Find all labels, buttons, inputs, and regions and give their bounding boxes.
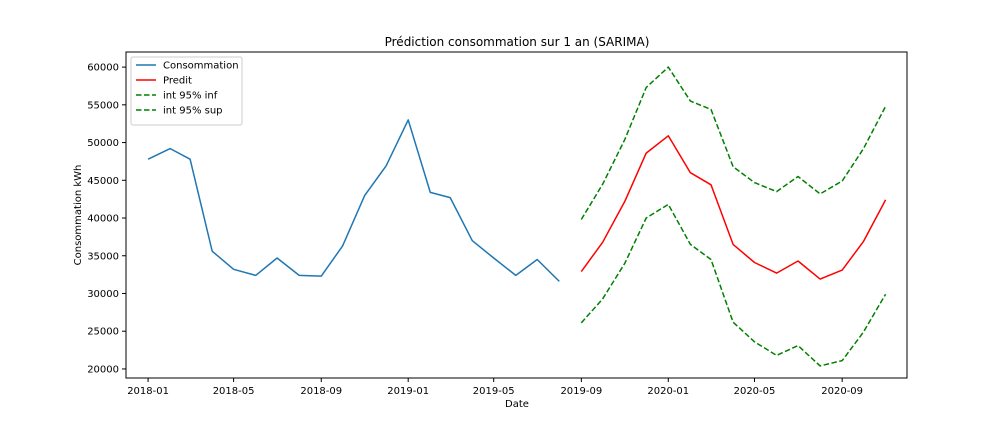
plot-frame — [125, 51, 908, 379]
y-axis-label: Consommation kWh — [73, 165, 84, 266]
x-tick-label-8: 2020-09 — [821, 386, 863, 397]
x-tick-label-3: 2019-01 — [387, 386, 429, 397]
legend-label-0: Consommation — [163, 61, 239, 72]
y-axis: 20000 25000 30000 35000 40000 45000 50000 55000… — [87, 63, 126, 375]
x-tick-label-4: 2019-05 — [473, 386, 515, 397]
x-tick-label-7: 2020-05 — [734, 386, 776, 397]
series-layer — [147, 66, 887, 367]
legend-box — [130, 56, 243, 126]
y-tick-label-0: 20000 — [87, 364, 119, 375]
y-tick-label-1: 25000 — [87, 327, 119, 338]
x-tick-label-1: 2018-05 — [213, 386, 255, 397]
y-tick-label-2: 30000 — [87, 289, 119, 300]
legend: Consommation Predit int 95% inf int 95% sup — [130, 56, 243, 126]
x-tick-label-6: 2020-01 — [647, 386, 689, 397]
x-axis: 2018-01 2018-05 2018-09 2019-01 2019-05 2019-… — [127, 378, 863, 397]
y-tick-label-8: 60000 — [87, 63, 119, 74]
legend-label-1: Predit — [163, 76, 192, 87]
legend-label-3: int 95% sup — [163, 106, 223, 117]
x-tick-label-5: 2019-09 — [560, 386, 602, 397]
y-tick-label-3: 35000 — [87, 251, 119, 262]
chart-title: Prédiction consommation sur 1 an (SARIMA… — [385, 35, 650, 49]
x-axis-label: Date — [505, 399, 529, 410]
series-line-1 — [580, 135, 887, 280]
x-tick-label-0: 2018-01 — [127, 386, 169, 397]
y-tick-label-6: 50000 — [87, 138, 119, 149]
legend-label-2: int 95% inf — [163, 91, 218, 102]
series-line-0 — [147, 119, 560, 282]
y-tick-label-4: 40000 — [87, 214, 119, 225]
y-tick-label-7: 55000 — [87, 100, 119, 111]
series-line-2 — [580, 203, 887, 367]
y-tick-label-5: 45000 — [87, 176, 119, 187]
x-tick-label-2: 2018-09 — [300, 386, 342, 397]
